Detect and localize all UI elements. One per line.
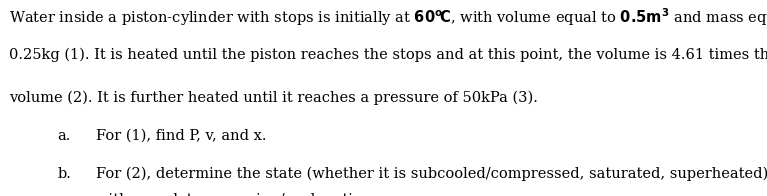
Text: b.: b. xyxy=(58,167,71,181)
Text: For (1), find P, v, and x.: For (1), find P, v, and x. xyxy=(96,129,266,143)
Text: 0.25kg (1). It is heated until the piston reaches the stops and at this point, t: 0.25kg (1). It is heated until the pisto… xyxy=(9,48,767,62)
Text: a.: a. xyxy=(58,129,71,143)
Text: For (2), determine the state (whether it is subcooled/compressed, saturated, sup: For (2), determine the state (whether it… xyxy=(96,167,767,181)
Text: with complete reasoning/explanation.: with complete reasoning/explanation. xyxy=(96,192,376,196)
Text: Water inside a piston-cylinder with stops is initially at $\mathbf{60^{o}\!C}$, : Water inside a piston-cylinder with stop… xyxy=(9,6,767,28)
Text: volume (2). It is further heated until it reaches a pressure of 50kPa (3).: volume (2). It is further heated until i… xyxy=(9,90,538,104)
